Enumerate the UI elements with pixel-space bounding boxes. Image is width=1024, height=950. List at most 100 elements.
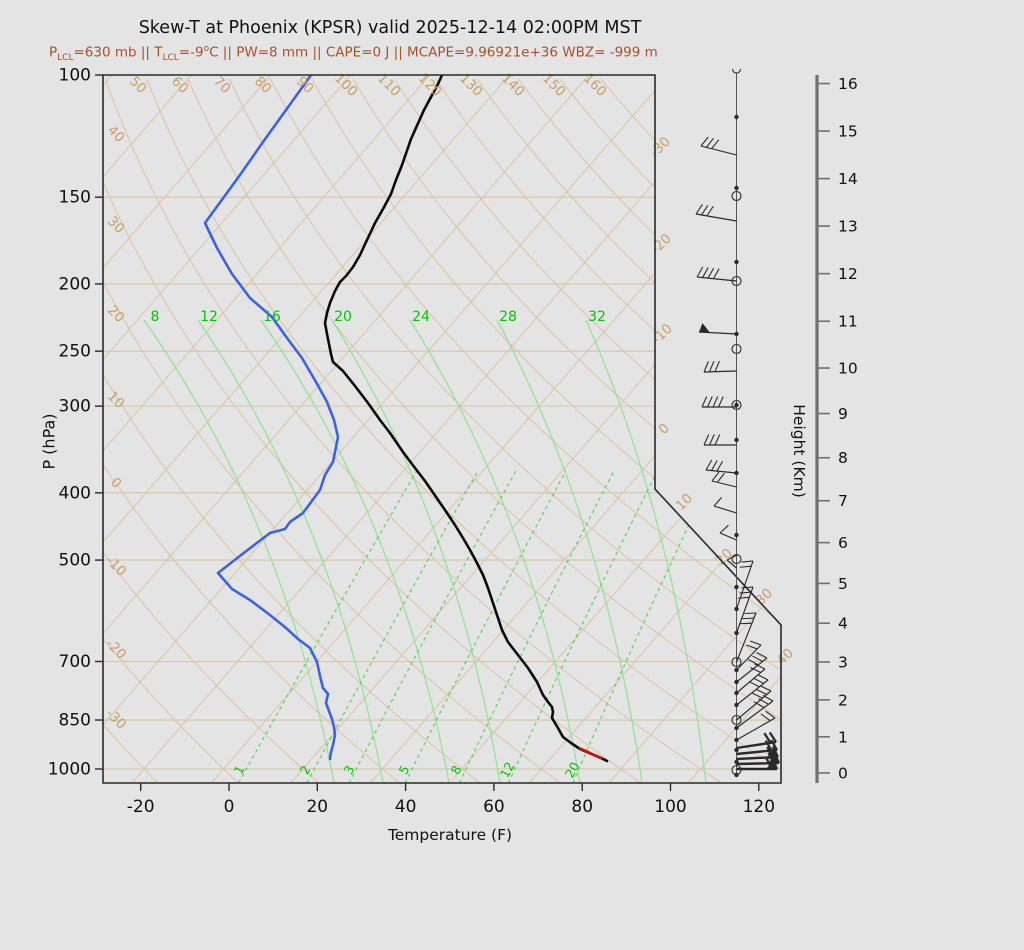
dry-adiabat-line bbox=[394, 78, 781, 783]
wind-level-dot bbox=[734, 402, 739, 408]
pressure-tick-label: 150 bbox=[59, 188, 91, 208]
wind-barb-shaft bbox=[700, 145, 737, 156]
wind-barb-tick bbox=[718, 396, 724, 408]
dry-adiabat-label: 50 bbox=[126, 73, 149, 96]
isotherm-line bbox=[369, 75, 781, 783]
moist-adiabat-label: 16 bbox=[263, 309, 281, 325]
isotherm-label: 40 bbox=[773, 645, 796, 668]
dry-adiabat-line bbox=[103, 78, 239, 783]
dry-adiabat-line bbox=[103, 78, 642, 783]
mixing-ratio-label: 20 bbox=[562, 759, 583, 780]
dry-adiabat-line bbox=[476, 78, 781, 783]
isotherm-label: 10 bbox=[672, 490, 695, 513]
height-axis-title: Height (Km) bbox=[790, 404, 808, 498]
wind-barb-tick bbox=[714, 360, 720, 372]
wind-barb-tick bbox=[716, 460, 724, 472]
wind-barb-tick bbox=[705, 137, 714, 148]
wind-level-circle bbox=[731, 190, 742, 202]
moist-adiabat-label: 28 bbox=[499, 309, 517, 325]
wind-barb-tick bbox=[740, 622, 752, 625]
mixing-ratio-line bbox=[238, 470, 418, 783]
dry-adiabat-label: 70 bbox=[210, 73, 233, 96]
height-tick-label: 15 bbox=[838, 123, 858, 141]
pressure-axis-title: P (hPa) bbox=[39, 413, 59, 470]
height-tick-label: 6 bbox=[838, 534, 848, 552]
wind-barb-pennant bbox=[699, 323, 710, 333]
pressure-tick-label: 250 bbox=[59, 342, 91, 362]
wind-level-circle bbox=[731, 553, 742, 565]
moist-adiabat-line bbox=[260, 319, 450, 783]
wind-level-dot bbox=[734, 185, 739, 191]
mixing-ratio-label: 12 bbox=[497, 759, 518, 780]
wind-barb-shaft bbox=[696, 276, 737, 282]
wind-level-dot bbox=[734, 259, 739, 265]
wind-barb-tick bbox=[696, 266, 704, 278]
height-tick-label: 13 bbox=[838, 218, 858, 236]
isotherm-line bbox=[608, 75, 781, 783]
family-labels: 50 60 70 80 90 100 110 120 130 140 150 160403020100… bbox=[102, 70, 797, 780]
dry-adiabat-line bbox=[311, 78, 781, 783]
dry-adiabat-line bbox=[104, 78, 722, 783]
dry-adiabat-line bbox=[518, 78, 781, 783]
wind-barb-shaft bbox=[736, 668, 766, 694]
wind-barb-shaft bbox=[698, 331, 737, 335]
chart-subtitle: PLCL=630 mb || TLCL=-9oC || PW=8 mm || C… bbox=[49, 44, 658, 64]
calm-wind-icon bbox=[731, 68, 742, 74]
temperature-tick-label: 0 bbox=[224, 797, 235, 817]
dry-adiabat-line bbox=[352, 78, 781, 783]
wind-barb-tick bbox=[714, 434, 721, 446]
wind-barb-tick bbox=[713, 497, 723, 507]
temperature-tick-label: 100 bbox=[654, 797, 686, 817]
wind-barb-tick bbox=[711, 471, 720, 482]
dry-adiabat-label: -20 bbox=[102, 636, 129, 663]
dry-adiabat-line bbox=[103, 78, 159, 783]
wind-barb-tick bbox=[750, 640, 762, 646]
wind-barb-shaft bbox=[713, 505, 737, 514]
wind-barb-shaft bbox=[705, 469, 737, 474]
wind-barb-shaft bbox=[735, 560, 754, 610]
dry-adiabat-line bbox=[103, 78, 561, 783]
wind-barb-shaft bbox=[736, 717, 776, 741]
pressure-tick-label: 300 bbox=[59, 397, 91, 417]
wind-level-dot bbox=[734, 532, 739, 538]
wind-barb-shaft bbox=[703, 370, 737, 373]
dry-adiabat-label: 60 bbox=[168, 73, 191, 96]
wind-barb-shaft bbox=[736, 700, 774, 729]
wind-level-dot bbox=[734, 437, 739, 443]
wind-barb-tick bbox=[709, 434, 715, 446]
wind-barb-tick bbox=[764, 739, 773, 752]
isotherm-line bbox=[103, 75, 590, 783]
mixing-ratio-label: 3 bbox=[341, 763, 358, 777]
pressure-tick-label: 400 bbox=[59, 483, 91, 503]
mixing-ratio-line bbox=[348, 470, 517, 783]
wind-barb-tick bbox=[700, 205, 709, 216]
wind-barb-tick bbox=[753, 701, 765, 709]
dry-adiabat-line bbox=[270, 78, 781, 783]
pressure-tick-label: 200 bbox=[59, 274, 91, 294]
isotherm-line bbox=[103, 75, 192, 783]
moist-adiabat-label: 24 bbox=[412, 309, 430, 325]
wind-barb-tick bbox=[703, 361, 709, 373]
wind-level-dot bbox=[734, 114, 739, 120]
wind-barb-tick bbox=[765, 710, 776, 719]
pressure-tick-label: 500 bbox=[59, 551, 91, 571]
wind-barb-tick bbox=[742, 617, 754, 620]
isotherm-line bbox=[528, 75, 781, 783]
moist-adiabat-label: 12 bbox=[200, 309, 218, 325]
red-layer-segment bbox=[578, 747, 603, 760]
height-tick-label: 11 bbox=[838, 313, 858, 331]
wind-barb-tick bbox=[706, 206, 714, 217]
wind-barb-tick bbox=[753, 677, 764, 684]
isotherm-line bbox=[290, 75, 781, 783]
wind-barb-tick bbox=[752, 655, 763, 662]
wind-barb-tick bbox=[758, 698, 769, 705]
sounding-curves bbox=[203, 75, 609, 763]
moist-adiabat-line bbox=[585, 319, 707, 783]
wind-barb-tick bbox=[716, 472, 725, 483]
wind-barb-tick bbox=[726, 554, 738, 561]
temperature-tick-label: 120 bbox=[743, 797, 775, 817]
height-tick-label: 9 bbox=[838, 405, 848, 423]
wind-barb-tick bbox=[707, 396, 713, 408]
